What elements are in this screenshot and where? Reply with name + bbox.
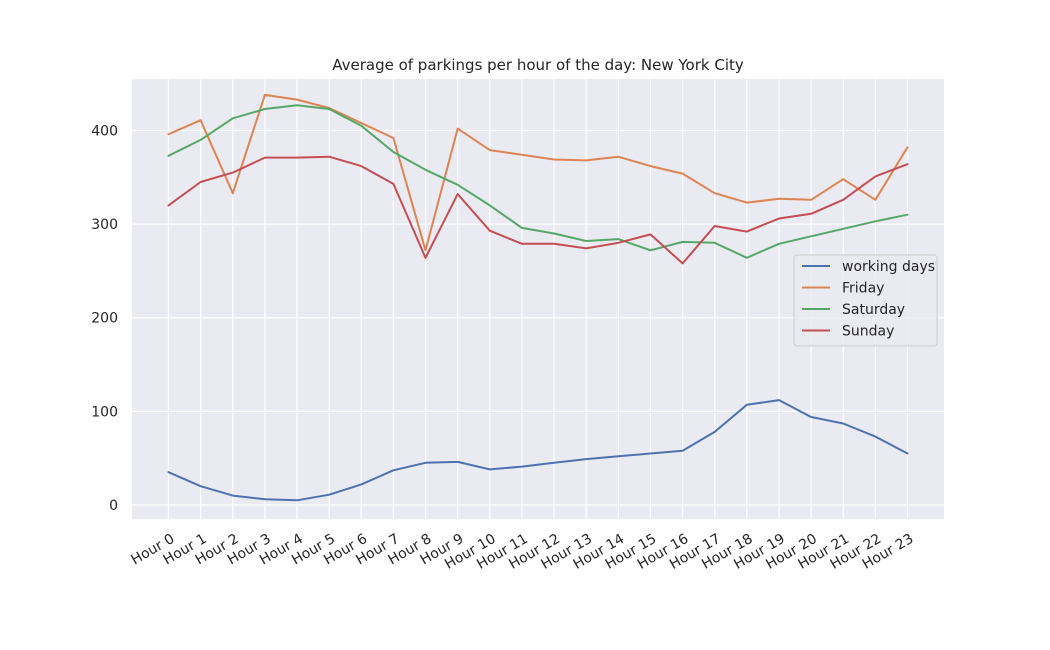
y-tick-label: 100: [91, 404, 118, 420]
y-tick-label: 400: [91, 123, 118, 139]
series-line-saturday: [167, 104, 909, 259]
y-tick-label: 300: [91, 217, 118, 233]
legend-label: working days: [842, 259, 935, 275]
chart-title: Average of parkings per hour of the day:…: [332, 56, 744, 74]
legend: working days Friday Saturday Sunday: [793, 254, 938, 347]
legend-label: Saturday: [842, 302, 905, 318]
series-line-friday: [167, 93, 909, 252]
y-tick-label: 200: [91, 311, 118, 327]
series-line-sunday: [167, 155, 909, 265]
legend-label: Sunday: [842, 324, 894, 340]
series-line-working-days: [167, 399, 909, 502]
y-tick-label: 0: [109, 498, 118, 514]
series-lines: [167, 93, 909, 502]
legend-box: [793, 254, 938, 347]
y-axis-ticks: 0 100 200 300 400: [91, 123, 118, 513]
legend-label: Friday: [842, 281, 884, 297]
